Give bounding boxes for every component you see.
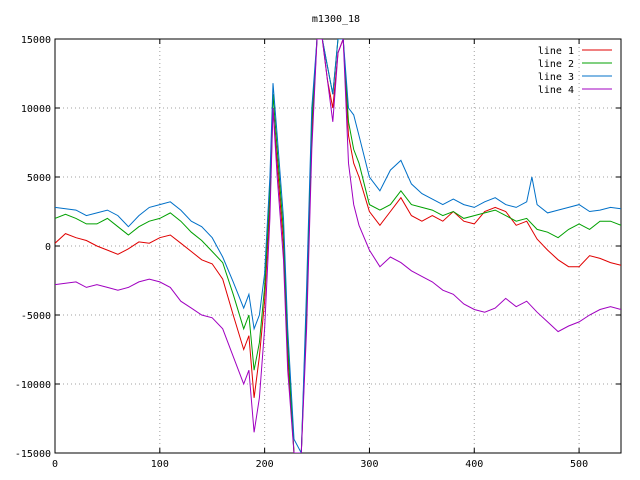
y-tick-label: 15000 xyxy=(21,35,51,46)
y-tick-label: -5000 xyxy=(21,311,51,322)
y-tick-label: -10000 xyxy=(15,380,51,391)
legend-label-4: line 4 xyxy=(538,85,574,96)
x-tick-label: 400 xyxy=(465,459,483,470)
legend-label-2: line 2 xyxy=(538,59,574,70)
y-tick-label: 10000 xyxy=(21,104,51,115)
x-tick-label: 300 xyxy=(360,459,378,470)
y-tick-label: 5000 xyxy=(27,173,51,184)
legend-label-1: line 1 xyxy=(538,46,574,57)
axes: 0 100 200 300 400 500 -15000 -10000 -5000 0 5000 10… xyxy=(15,35,622,470)
y-tick-label: -15000 xyxy=(15,449,51,460)
series-line-1 xyxy=(55,39,621,453)
x-tick-label: 500 xyxy=(570,459,588,470)
y-tick-label: 0 xyxy=(45,242,51,253)
series-line-2 xyxy=(55,39,621,453)
legend: line 1 line 2 line 3 line 4 xyxy=(538,46,612,96)
chart-title: m1300_18 xyxy=(312,14,360,25)
legend-label-3: line 3 xyxy=(538,72,574,83)
grid xyxy=(55,39,621,453)
x-tick-label: 200 xyxy=(256,459,274,470)
series-lines xyxy=(55,39,621,453)
series-line-3 xyxy=(55,39,621,453)
series-line-4 xyxy=(55,39,621,453)
x-tick-label: 0 xyxy=(52,459,58,470)
x-tick-label: 100 xyxy=(151,459,169,470)
